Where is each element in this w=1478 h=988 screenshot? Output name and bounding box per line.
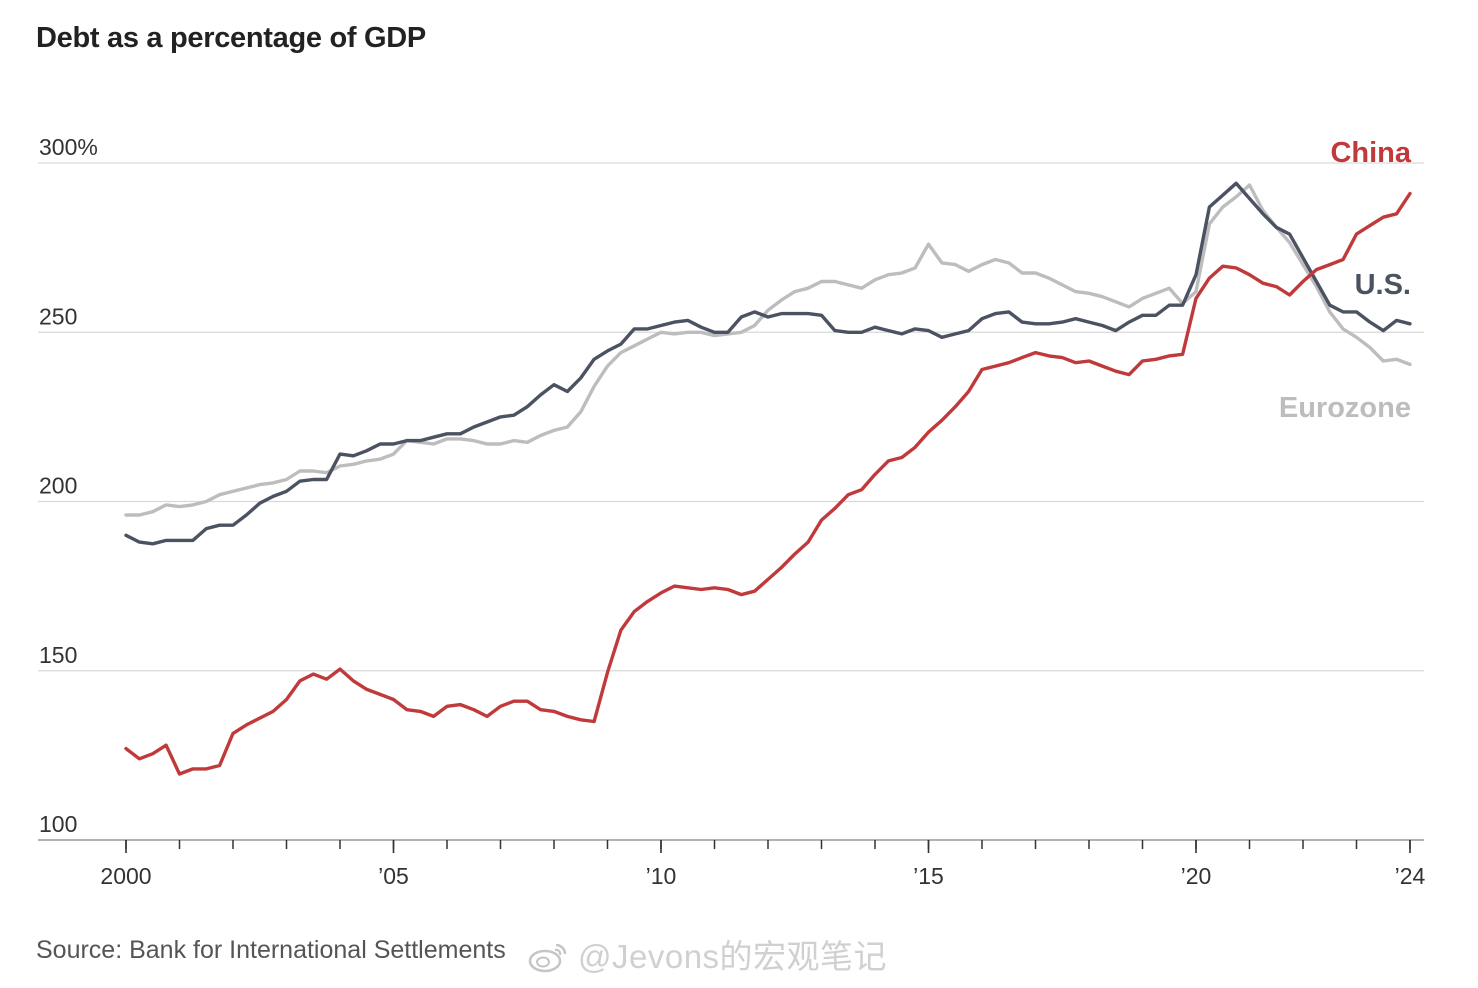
series-label-us: U.S. xyxy=(1355,269,1411,301)
x-tick-label: ’15 xyxy=(913,863,944,889)
grid-lines xyxy=(38,162,1424,672)
x-tick-label: ’20 xyxy=(1181,863,1212,889)
y-tick-label: 150 xyxy=(39,642,77,668)
watermark: @Jevons的宏观笔记 xyxy=(528,930,887,978)
series-line-eurozone xyxy=(124,183,1412,517)
labels: 300% 250 200 150 100 2000 ’05 ’10 ’15 ’20 ’24 China… xyxy=(39,134,1426,889)
series-line-us xyxy=(124,181,1412,546)
chart-title: Debt as a percentage of GDP xyxy=(36,22,426,54)
y-tick-label: 100 xyxy=(39,811,77,837)
y-tick-label: 200 xyxy=(39,473,77,499)
x-tick-label: 2000 xyxy=(100,863,151,889)
series-label-china: China xyxy=(1330,137,1411,169)
series-lines xyxy=(124,181,1412,776)
source-note: Source: Bank for International Settlemen… xyxy=(36,936,506,964)
y-tick-label: 300% xyxy=(39,134,98,160)
x-axis xyxy=(38,839,1424,853)
x-tick-label: ’05 xyxy=(378,863,409,889)
series-line-china xyxy=(124,191,1412,776)
watermark-text: @Jevons的宏观笔记 xyxy=(578,938,888,975)
x-tick-label: ’10 xyxy=(646,863,677,889)
series-label-eurozone: Eurozone xyxy=(1279,392,1411,424)
y-tick-label: 250 xyxy=(39,303,77,329)
weibo-logo-icon xyxy=(528,943,567,973)
x-tick-label: ’24 xyxy=(1395,863,1426,889)
